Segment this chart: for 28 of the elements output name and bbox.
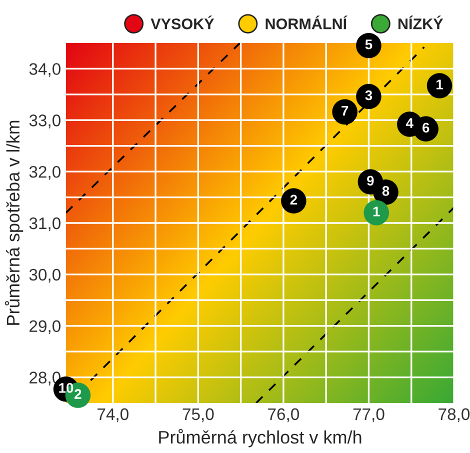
y-tick-label: 32,0 xyxy=(29,166,60,180)
annotation: 8 xyxy=(382,186,390,196)
x-tick-label: 75,0 xyxy=(182,408,214,422)
annotation: 7 xyxy=(342,106,348,116)
x-tick-label: 77,0 xyxy=(353,408,384,422)
legend-label: VYSOKÝ xyxy=(150,16,214,30)
y-tick-label: 31,0 xyxy=(29,217,60,232)
legend-label: NORMÁLNÍ xyxy=(266,16,348,30)
y-axis-title: Průměrná spotřeba v l/km xyxy=(4,120,24,325)
y-tick-label: 34,0 xyxy=(29,63,60,77)
annotation: 9 xyxy=(367,176,374,186)
annotation: 2 xyxy=(290,194,297,204)
x-tick-label: 78,0 xyxy=(438,408,470,422)
x-axis-title: Průměrná rychlost v km/h xyxy=(159,428,362,448)
x-tick-label: 74,0 xyxy=(98,408,128,422)
annotation: 1 xyxy=(436,80,443,90)
point xyxy=(426,73,452,98)
legend-label: NÍZKÝ xyxy=(398,16,444,30)
annotation: 3 xyxy=(365,90,372,100)
y-tick-label: 29,0 xyxy=(30,320,60,334)
x-tick-label: 76,0 xyxy=(268,408,300,422)
annotation: 6 xyxy=(422,122,430,133)
annotation: 4 xyxy=(406,118,414,128)
y-tick-label: 33,0 xyxy=(29,114,60,128)
annotation: 2 xyxy=(74,389,82,399)
annotation: 1 xyxy=(373,206,380,216)
annotation: 5 xyxy=(365,40,372,50)
y-tick-label: 30,0 xyxy=(29,268,60,283)
